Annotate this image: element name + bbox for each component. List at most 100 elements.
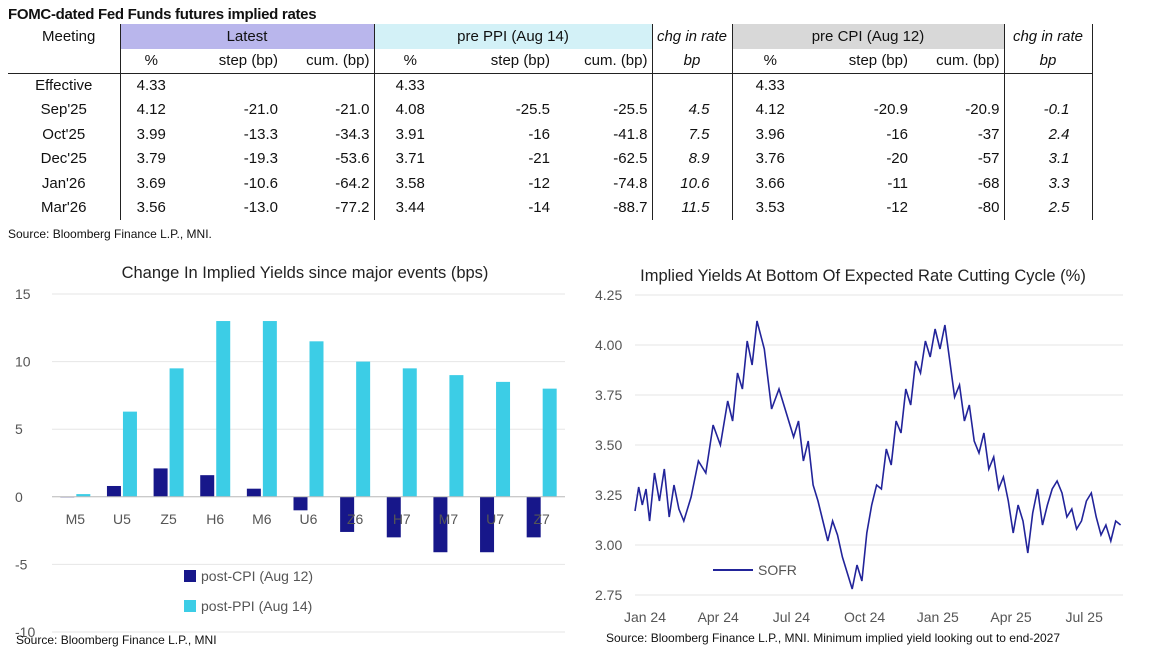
ppi-step-cell: -12 bbox=[528, 174, 550, 192]
bar-y-tick-label: -10 bbox=[15, 624, 35, 640]
latest-step-cell bbox=[182, 73, 282, 98]
chg-ppi-cell: 8.9 bbox=[652, 146, 733, 171]
bar-chart-y-axis: 15 10 5 0 -5 -10 bbox=[15, 286, 35, 640]
bar-x-tick-label: M7 bbox=[439, 511, 459, 527]
cpi-pct-cell: 4.12 bbox=[755, 101, 785, 119]
bar-post-ppi-H7 bbox=[402, 368, 417, 497]
bar-x-tick-label: M6 bbox=[252, 511, 272, 527]
latest-cum-cell bbox=[282, 73, 375, 98]
bar-post-cpi-Z5 bbox=[153, 468, 168, 497]
chg-ppi-header: chg in rate bbox=[652, 24, 733, 49]
bar-post-cpi-Z6 bbox=[340, 496, 355, 532]
ppi-pct-cell: 4.33 bbox=[395, 77, 425, 94]
line-y-tick-label: 3.25 bbox=[595, 487, 622, 503]
cpi-step-header: step (bp) bbox=[808, 48, 912, 74]
ppi-cum-cell bbox=[554, 73, 653, 98]
line-y-tick-label: 4.25 bbox=[595, 287, 622, 303]
ppi-step-cell: -16 bbox=[528, 125, 550, 143]
latest-cum-header: cum. (bp) bbox=[282, 48, 375, 74]
bar-y-tick-label: 5 bbox=[15, 421, 23, 437]
meeting-cell: Oct'25 bbox=[8, 122, 121, 147]
legend-label-post-ppi: post-PPI (Aug 14) bbox=[201, 598, 312, 614]
cpi-pct-header: % bbox=[732, 48, 808, 74]
ppi-step-header: step (bp) bbox=[446, 48, 554, 74]
latest-pct-cell: 4.33 bbox=[136, 77, 166, 94]
latest-pct-cell: 3.79 bbox=[136, 150, 166, 168]
chg-cpi-cell: -0.1 bbox=[1004, 97, 1093, 122]
cpi-step-cell: -20 bbox=[886, 150, 908, 168]
meeting-cell: Dec'25 bbox=[8, 146, 121, 171]
line-chart-source: Source: Bloomberg Finance L.P., MNI. Min… bbox=[606, 631, 1060, 645]
chg-cpi-unit: bp bbox=[1004, 48, 1093, 74]
bar-post-cpi-U5 bbox=[106, 485, 121, 497]
bar-x-tick-label: M5 bbox=[66, 511, 86, 527]
bar-post-cpi-M6 bbox=[246, 488, 261, 497]
chg-ppi-cell: 4.5 bbox=[652, 97, 733, 122]
bar-post-cpi-Z7 bbox=[526, 496, 541, 538]
bar-post-cpi-U6 bbox=[293, 496, 308, 511]
cpi-cum-cell: -57 bbox=[912, 146, 1005, 171]
bar-chart-title: Change In Implied Yields since major eve… bbox=[122, 264, 489, 282]
bar-post-ppi-H6 bbox=[216, 321, 231, 497]
bar-y-tick-label: 10 bbox=[15, 354, 31, 370]
table-row: Jan'26 3.69 -10.6 -64.2 3.58 -12 -74.8 10.6 3.66… bbox=[8, 171, 1093, 196]
cpi-step-cell: -16 bbox=[886, 125, 908, 143]
ppi-cum-cell: -88.7 bbox=[554, 195, 653, 220]
table-row: Dec'25 3.79 -19.3 -53.6 3.71 -21 -62.5 8.9 3.76 -… bbox=[8, 146, 1093, 171]
ppi-cum-cell: -74.8 bbox=[554, 171, 653, 196]
line-y-tick-label: 2.75 bbox=[595, 587, 622, 603]
cpi-pct-cell: 3.96 bbox=[755, 125, 785, 143]
ppi-step-cell: -25.5 bbox=[515, 101, 550, 119]
table-row: Mar'26 3.56 -13.0 -77.2 3.44 -14 -88.7 11.5 3.53… bbox=[8, 195, 1093, 220]
bar-x-tick-label: Z5 bbox=[160, 511, 177, 527]
table-group-header: Meeting Latest pre PPI (Aug 14) chg in r… bbox=[8, 24, 1093, 49]
chg-ppi-cell: 11.5 bbox=[652, 195, 733, 220]
line-chart-legend: SOFR bbox=[713, 562, 797, 578]
bar-x-tick-label: Z7 bbox=[534, 511, 551, 527]
bar-x-tick-label: U6 bbox=[300, 511, 318, 527]
latest-cum-cell: -21.0 bbox=[282, 97, 375, 122]
latest-pct-header: % bbox=[120, 48, 182, 74]
chg-cpi-header: chg in rate bbox=[1004, 24, 1093, 49]
cpi-cum-cell: -20.9 bbox=[912, 97, 1005, 122]
cpi-cum-cell: -68 bbox=[912, 171, 1005, 196]
latest-step-header: step (bp) bbox=[182, 48, 282, 74]
line-x-tick-label: Jan 24 bbox=[624, 609, 666, 625]
ppi-cum-header: cum. (bp) bbox=[554, 48, 653, 74]
bar-post-ppi-Z5 bbox=[169, 368, 184, 497]
bar-post-cpi-U7 bbox=[480, 496, 495, 553]
table-row: Sep'25 4.12 -21.0 -21.0 4.08 -25.5 -25.5 4.5 4.1… bbox=[8, 97, 1093, 122]
bar-chart-x-axis: M5 U5 Z5 H6 M6 U6 Z6 H7 M7 U7 Z7 bbox=[66, 511, 550, 527]
cpi-step-cell: -11 bbox=[887, 174, 908, 192]
meeting-sub-blank bbox=[8, 48, 121, 74]
cpi-cum-cell: -80 bbox=[912, 195, 1005, 220]
line-x-tick-label: Jul 25 bbox=[1066, 609, 1104, 625]
latest-step-cell: -19.3 bbox=[243, 150, 278, 168]
bar-post-cpi-H6 bbox=[200, 475, 215, 497]
bar-post-ppi-M5 bbox=[76, 494, 91, 497]
line-x-tick-label: Oct 24 bbox=[844, 609, 885, 625]
ppi-cum-cell: -25.5 bbox=[554, 97, 653, 122]
ppi-step-cell: -21 bbox=[528, 150, 550, 168]
line-x-tick-label: Jul 24 bbox=[773, 609, 811, 625]
latest-pct-cell: 3.69 bbox=[136, 174, 166, 192]
table-sub-header: % step (bp) cum. (bp) % step (bp) cum. (… bbox=[8, 48, 1093, 74]
ppi-pct-cell: 3.58 bbox=[395, 174, 425, 192]
ppi-pct-cell: 3.71 bbox=[395, 150, 425, 168]
meeting-cell: Mar'26 bbox=[8, 195, 121, 220]
line-y-tick-label: 4.00 bbox=[595, 337, 622, 353]
bar-y-tick-label: 0 bbox=[15, 489, 23, 505]
cpi-pct-cell: 4.33 bbox=[755, 77, 785, 94]
table-row: Oct'25 3.99 -13.3 -34.3 3.91 -16 -41.8 7.5 3.96-… bbox=[8, 122, 1093, 147]
cpi-pct-cell: 3.53 bbox=[755, 199, 785, 217]
ppi-step-cell bbox=[446, 73, 554, 98]
line-chart-y-axis: 4.25 4.00 3.75 3.50 3.25 3.00 2.75 bbox=[595, 287, 622, 603]
bar-x-tick-label: H7 bbox=[393, 511, 411, 527]
bar-post-ppi-M6 bbox=[262, 321, 277, 497]
cpi-step-cell bbox=[808, 73, 912, 98]
bar-post-cpi-H7 bbox=[386, 496, 401, 538]
rates-table: Meeting Latest pre PPI (Aug 14) chg in r… bbox=[8, 24, 1093, 220]
bar-post-ppi-Z6 bbox=[356, 361, 371, 497]
bar-chart: Change In Implied Yields since major eve… bbox=[15, 264, 565, 647]
bar-x-tick-label: U5 bbox=[113, 511, 131, 527]
